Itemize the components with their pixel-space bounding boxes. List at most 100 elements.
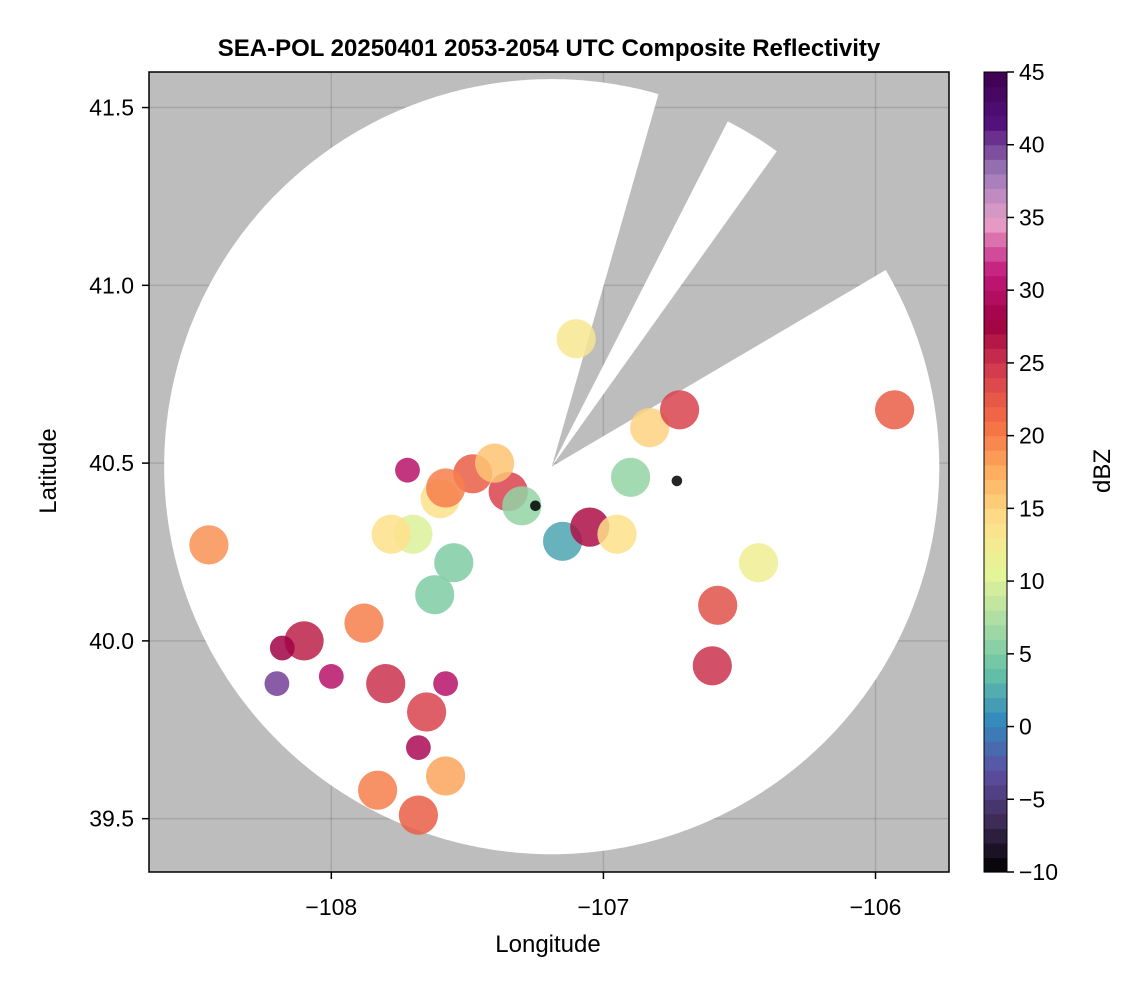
colorbar-step [984, 741, 1007, 757]
echo-cell [502, 486, 542, 526]
echo-cell [264, 671, 290, 696]
colorbar-label: dBZ [1089, 449, 1116, 493]
colorbar-step [984, 261, 1007, 277]
echo-cell [660, 390, 700, 430]
colorbar: −10 −5 0 5 10 15 20 25 30 35 40 45 [983, 59, 1058, 885]
echo-cell [738, 543, 779, 583]
y-tick-label: 39.5 [89, 806, 134, 832]
colorbar-step [984, 450, 1007, 466]
echo-cell [556, 319, 596, 359]
colorbar-step [984, 101, 1007, 117]
y-tick-label: 40.5 [89, 450, 134, 476]
colorbar-step [984, 770, 1007, 786]
colorbar-tick-label: 10 [1019, 568, 1045, 594]
echo-cell [426, 468, 466, 508]
echo-cell [398, 795, 438, 835]
colorbar-step [984, 217, 1007, 233]
echo-field [189, 319, 915, 835]
colorbar-step [984, 668, 1007, 684]
echo-cell [407, 692, 447, 732]
plot-frame [148, 71, 950, 873]
colorbar-step [984, 697, 1007, 713]
echo-cell [875, 390, 915, 430]
colorbar-step [984, 799, 1007, 815]
colorbar-step [984, 552, 1007, 568]
colorbar-step [984, 813, 1007, 829]
colorbar-tick-label: 30 [1019, 277, 1045, 303]
colorbar-step [984, 726, 1007, 742]
x-tick-label: −106 [850, 894, 902, 920]
colorbar-step [984, 639, 1007, 655]
colorbar-step [984, 653, 1007, 669]
colorbar-step [984, 595, 1007, 611]
echo-cell [415, 575, 455, 615]
y-tick-label: 41.0 [89, 272, 134, 298]
colorbar-tick-label: −10 [1019, 859, 1058, 885]
echo-cell [426, 756, 466, 796]
colorbar-step [984, 159, 1007, 175]
chart-title: SEA-POL 20250401 2053-2054 UTC Composite… [218, 35, 881, 62]
colorbar-step [984, 857, 1007, 873]
colorbar-step [984, 304, 1007, 320]
colorbar-tick-label: 25 [1019, 350, 1045, 376]
colorbar-step [984, 610, 1007, 626]
colorbar-tick-label: 45 [1019, 59, 1045, 85]
colorbar-step [984, 508, 1007, 524]
echo-cell [371, 514, 411, 554]
colorbar-frame [983, 71, 1008, 873]
echo-cell [630, 408, 670, 448]
x-tick-label: −108 [305, 894, 357, 920]
colorbar-step [984, 72, 1007, 88]
x-axis-label: Longitude [495, 931, 600, 958]
colorbar-step [984, 348, 1007, 364]
echo-cell [611, 457, 651, 497]
colorbar-step [984, 232, 1007, 248]
y-tick-label: 40.0 [89, 628, 134, 654]
y-axis-label: Latitude [35, 428, 62, 513]
colorbar-step [984, 406, 1007, 422]
colorbar-step [984, 319, 1007, 335]
x-tick-label: −107 [578, 894, 630, 920]
colorbar-step [984, 522, 1007, 539]
colorbar-step [984, 86, 1007, 102]
colorbar-tick-label: 15 [1019, 495, 1045, 521]
colorbar-tick-label: −5 [1019, 786, 1045, 812]
colorbar-step [984, 755, 1007, 771]
echo-cell [344, 603, 384, 643]
colorbar-step [984, 682, 1007, 699]
colorbar-step [984, 144, 1007, 160]
colorbar-step [984, 130, 1007, 146]
colorbar-step [984, 115, 1007, 131]
y-tick-label: 41.5 [89, 95, 134, 121]
colorbar-step [984, 842, 1007, 859]
colorbar-step [984, 275, 1007, 291]
echo-cell [475, 443, 515, 483]
colorbar-tick-label: 0 [1019, 714, 1032, 740]
echo-cell [434, 543, 474, 583]
echo-cell [671, 475, 683, 487]
echo-cell [366, 664, 406, 704]
echo-cell [189, 525, 229, 565]
echo-cell [433, 671, 458, 696]
y-axis: 39.5 40.0 40.5 41.0 41.5 [89, 95, 149, 832]
colorbar-tick-label: 5 [1019, 641, 1032, 667]
x-axis: −108 −107 −106 [305, 872, 901, 920]
colorbar-step [984, 581, 1007, 597]
colorbar-step [984, 421, 1007, 437]
radar-coverage-area [164, 79, 940, 855]
echo-cell [395, 457, 420, 483]
colorbar-step [984, 188, 1007, 204]
echo-cell [597, 514, 637, 554]
colorbar-tick-label: 35 [1019, 204, 1045, 230]
colorbar-step [984, 333, 1007, 349]
colorbar-step [984, 479, 1007, 495]
colorbar-step [984, 290, 1007, 306]
colorbar-step [984, 377, 1007, 393]
colorbar-step [984, 202, 1007, 219]
colorbar-step [984, 435, 1007, 451]
colorbar-tick-label: 40 [1019, 132, 1045, 158]
colorbar-step [984, 784, 1007, 800]
colorbar-step [984, 173, 1007, 189]
colorbar-step [984, 493, 1007, 509]
